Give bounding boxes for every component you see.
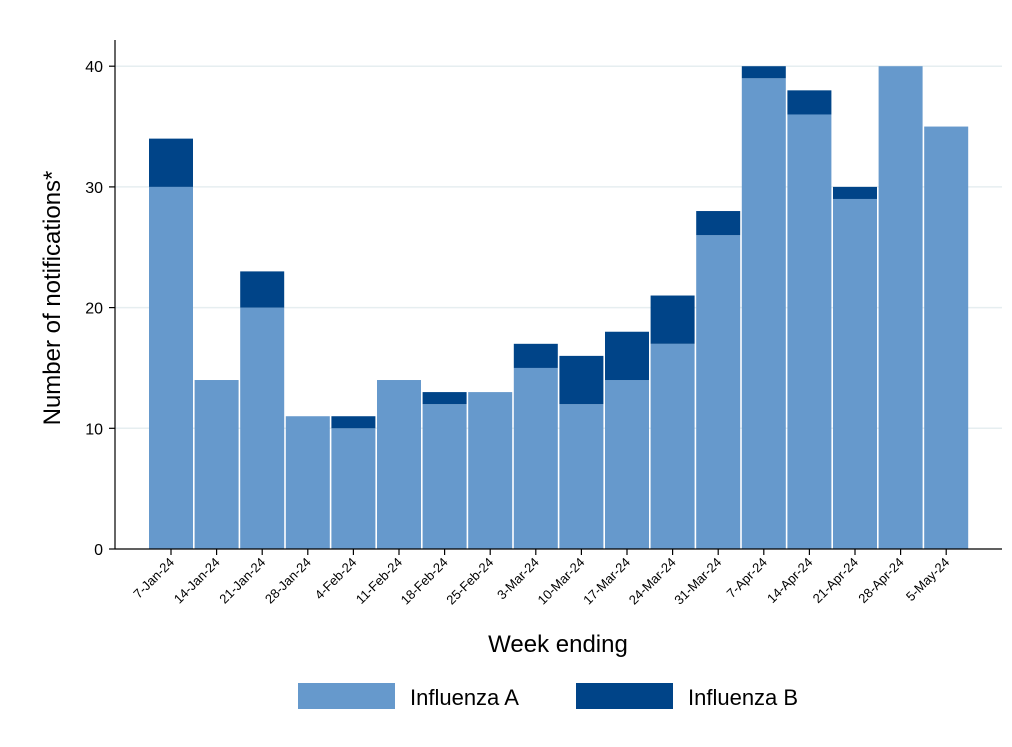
bar-influenza-b bbox=[559, 355, 604, 405]
bar-influenza-a bbox=[468, 392, 513, 549]
x-tick-label: 7-Apr-24 bbox=[724, 555, 770, 601]
x-tick-label: 5-May-24 bbox=[903, 555, 952, 604]
x-tick-label: 17-Mar-24 bbox=[580, 555, 633, 608]
bar-influenza-a bbox=[240, 307, 285, 549]
bar-influenza-a bbox=[833, 198, 877, 549]
axes bbox=[114, 40, 1002, 550]
bar-influenza-a bbox=[559, 404, 604, 549]
legend: Influenza A Influenza B bbox=[298, 683, 798, 710]
legend-label-influenza-b: Influenza B bbox=[688, 685, 798, 710]
y-tick-label: 40 bbox=[85, 59, 103, 76]
x-tick-label: 21-Apr-24 bbox=[810, 555, 861, 606]
y-tick-label: 20 bbox=[85, 301, 103, 318]
x-tick-label: 25-Feb-24 bbox=[443, 555, 496, 608]
bar-influenza-b bbox=[240, 271, 285, 308]
x-tick-label: 31-Mar-24 bbox=[671, 555, 724, 608]
y-tick-label: 30 bbox=[85, 180, 103, 197]
x-tick-label: 14-Jan-24 bbox=[171, 555, 223, 607]
bar-influenza-b bbox=[741, 66, 786, 79]
x-tick-label: 11-Feb-24 bbox=[353, 555, 405, 607]
x-tick-label: 7-Jan-24 bbox=[130, 555, 177, 602]
y-tick-label: 10 bbox=[85, 421, 103, 438]
x-tick-label: 28-Apr-24 bbox=[855, 555, 906, 606]
y-tick-label: 0 bbox=[94, 542, 103, 559]
bar-influenza-b bbox=[513, 343, 558, 368]
bar-influenza-b bbox=[696, 211, 741, 236]
bar-influenza-b bbox=[149, 138, 193, 187]
bar-influenza-a bbox=[149, 186, 193, 549]
bar-influenza-a bbox=[741, 78, 786, 550]
x-tick-label: 28-Jan-24 bbox=[262, 555, 314, 607]
y-ticks: 0 10 20 30 40 bbox=[85, 59, 115, 559]
x-tick-label: 4-Feb-24 bbox=[312, 555, 360, 603]
bar-influenza-a bbox=[878, 66, 923, 549]
bars bbox=[149, 66, 969, 550]
x-tick-label: 18-Feb-24 bbox=[398, 555, 451, 608]
bar-influenza-a bbox=[422, 404, 467, 549]
bar-influenza-b bbox=[605, 331, 649, 381]
bar-influenza-b bbox=[331, 416, 376, 429]
bar-influenza-b bbox=[650, 295, 695, 344]
legend-swatch-influenza-b bbox=[576, 683, 673, 709]
x-tick-label: 10-Mar-24 bbox=[535, 555, 588, 608]
bar-influenza-a bbox=[377, 380, 421, 549]
bar-influenza-a bbox=[513, 367, 558, 549]
bar-influenza-b bbox=[833, 186, 877, 199]
bar-influenza-a bbox=[650, 343, 695, 549]
bar-influenza-b bbox=[422, 392, 467, 405]
x-ticks: 7-Jan-2414-Jan-2421-Jan-2428-Jan-244-Feb… bbox=[130, 549, 952, 608]
y-axis-title: Number of notifications* bbox=[39, 171, 66, 426]
legend-swatch-influenza-a bbox=[298, 683, 395, 709]
bar-influenza-a bbox=[605, 380, 649, 549]
x-tick-label: 24-Mar-24 bbox=[626, 555, 679, 608]
legend-label-influenza-a: Influenza A bbox=[410, 685, 519, 710]
x-tick-label: 14-Apr-24 bbox=[764, 555, 815, 606]
bar-influenza-b bbox=[787, 90, 832, 115]
bar-influenza-a bbox=[787, 114, 832, 549]
x-tick-label: 21-Jan-24 bbox=[216, 555, 268, 607]
bar-influenza-a bbox=[696, 235, 741, 549]
bar-influenza-a bbox=[331, 428, 376, 549]
bar-influenza-a bbox=[285, 416, 330, 549]
x-axis-title: Week ending bbox=[488, 631, 628, 658]
x-tick-label: 3-Mar-24 bbox=[494, 555, 542, 603]
bar-influenza-a bbox=[194, 380, 239, 549]
bar-influenza-a bbox=[924, 126, 969, 550]
